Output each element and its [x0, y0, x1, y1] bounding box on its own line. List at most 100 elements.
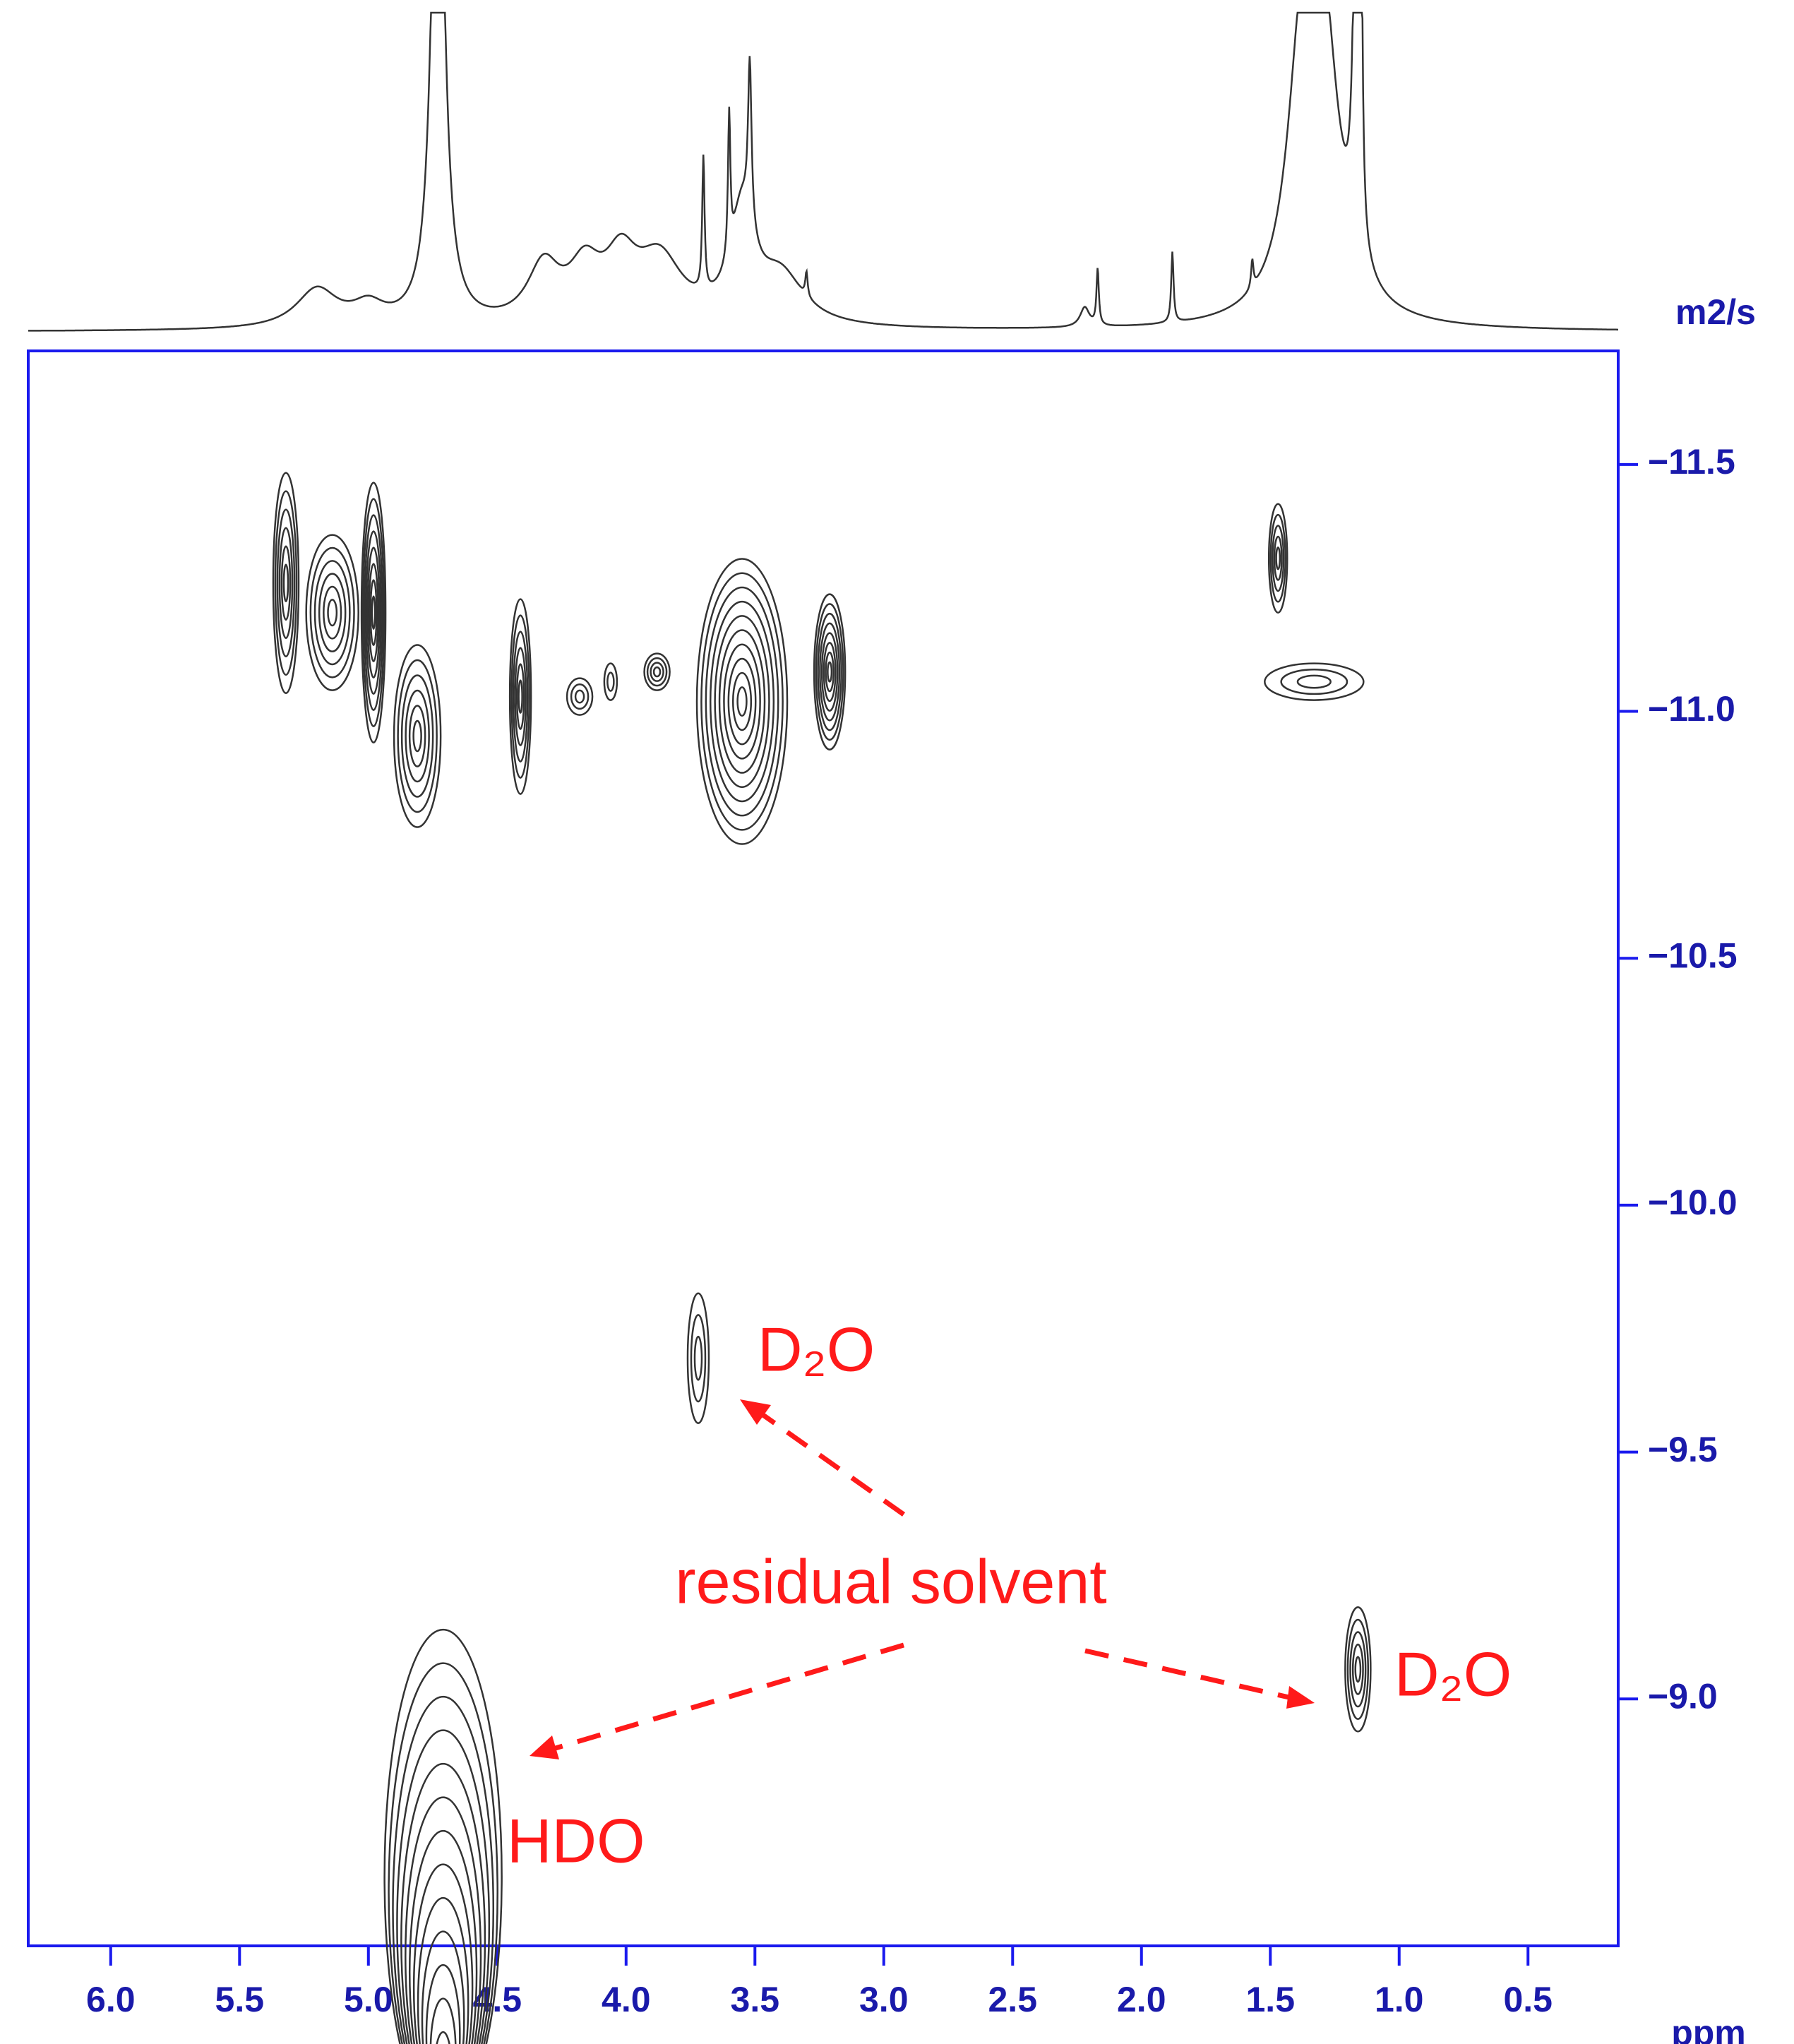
contour — [412, 719, 422, 753]
peak — [1264, 662, 1365, 701]
contour — [823, 642, 837, 703]
contour — [396, 1729, 491, 2044]
contour — [1267, 503, 1288, 614]
contour — [512, 630, 529, 763]
x-tick-label: 4.0 — [602, 1980, 651, 2019]
contour — [727, 657, 757, 746]
contour — [815, 603, 844, 741]
y-tick-label: −11.0 — [1648, 689, 1735, 729]
contour — [813, 593, 847, 751]
contour — [700, 572, 784, 831]
contour — [397, 659, 438, 813]
contour — [425, 1964, 461, 2044]
peak — [686, 1292, 710, 1424]
contour — [361, 498, 385, 727]
contour — [731, 671, 753, 731]
contour — [508, 598, 532, 795]
x-tick-label: 3.0 — [859, 1980, 909, 2019]
contour — [686, 1292, 710, 1424]
x-tick-label: 5.0 — [344, 1980, 393, 2019]
x-tick-label: 0.5 — [1503, 1980, 1553, 2019]
contour — [383, 1628, 503, 2044]
contour — [366, 546, 381, 679]
contour — [388, 1662, 498, 2044]
contour — [646, 657, 668, 687]
contour — [392, 1695, 495, 2044]
contour — [1344, 1606, 1372, 1733]
peak — [1267, 503, 1288, 614]
contour — [603, 662, 618, 701]
contour — [825, 651, 835, 693]
arrowheads — [530, 1399, 1315, 1759]
contour — [1354, 1656, 1362, 1683]
peak — [643, 652, 671, 691]
annotation: residual solvent — [675, 1546, 1106, 1616]
x-tick-label: 3.5 — [731, 1980, 780, 2019]
contour — [652, 666, 662, 678]
contour — [650, 662, 664, 682]
contour — [323, 585, 342, 640]
contour — [369, 579, 378, 646]
contour — [421, 1930, 465, 2044]
contour — [360, 482, 387, 743]
contour — [574, 689, 585, 704]
peak — [305, 534, 359, 691]
contour — [408, 705, 426, 767]
peak — [813, 593, 847, 751]
contour — [282, 563, 289, 602]
contour — [313, 560, 351, 666]
x-tick-label: 5.5 — [215, 1980, 265, 2019]
x-tick-label: 6.0 — [86, 1980, 136, 2019]
x-tick-label: 1.0 — [1375, 1980, 1424, 2019]
contour — [643, 652, 671, 691]
contour — [736, 686, 748, 717]
contour — [412, 1863, 474, 2044]
x-axis-unit: ppm — [1671, 2013, 1746, 2044]
y-tick-label: −9.0 — [1648, 1677, 1718, 1716]
contour — [819, 622, 841, 722]
contour — [827, 661, 833, 683]
contour — [400, 674, 434, 798]
contour — [436, 2031, 450, 2044]
contour — [515, 663, 525, 730]
peak — [566, 677, 594, 716]
contour — [365, 530, 382, 695]
peak — [695, 558, 789, 845]
contour — [1351, 1643, 1364, 1695]
contour — [570, 683, 590, 710]
contour — [510, 614, 530, 779]
y-axis-unit: m2/s — [1675, 292, 1756, 332]
contour — [305, 534, 359, 691]
contour — [714, 615, 770, 789]
contour — [309, 546, 355, 679]
annotation: D₂O — [1394, 1639, 1512, 1709]
contour — [1346, 1618, 1370, 1720]
contour — [1296, 674, 1332, 689]
arrow — [757, 1410, 906, 1517]
contour — [718, 629, 766, 774]
plot-frame — [27, 349, 1620, 1947]
contour — [371, 595, 376, 630]
contour — [368, 563, 379, 662]
contour — [278, 527, 294, 639]
contour — [695, 558, 789, 845]
contour — [327, 599, 338, 627]
contour — [405, 1796, 482, 2044]
peak — [383, 1628, 503, 2044]
contour — [693, 1335, 703, 1381]
contour — [280, 545, 292, 621]
contour — [566, 677, 594, 716]
projection-spectrum — [28, 11, 1618, 332]
contour — [606, 671, 615, 692]
y-tick-label: −10.0 — [1648, 1183, 1738, 1222]
annotation: D₂O — [758, 1314, 875, 1384]
contour — [400, 1762, 486, 2044]
peak — [393, 644, 442, 828]
arrowhead — [1286, 1686, 1315, 1709]
contour — [364, 514, 384, 711]
contour — [408, 1829, 478, 2044]
peak — [272, 472, 300, 694]
contour — [820, 632, 839, 712]
arrowhead — [530, 1735, 559, 1759]
